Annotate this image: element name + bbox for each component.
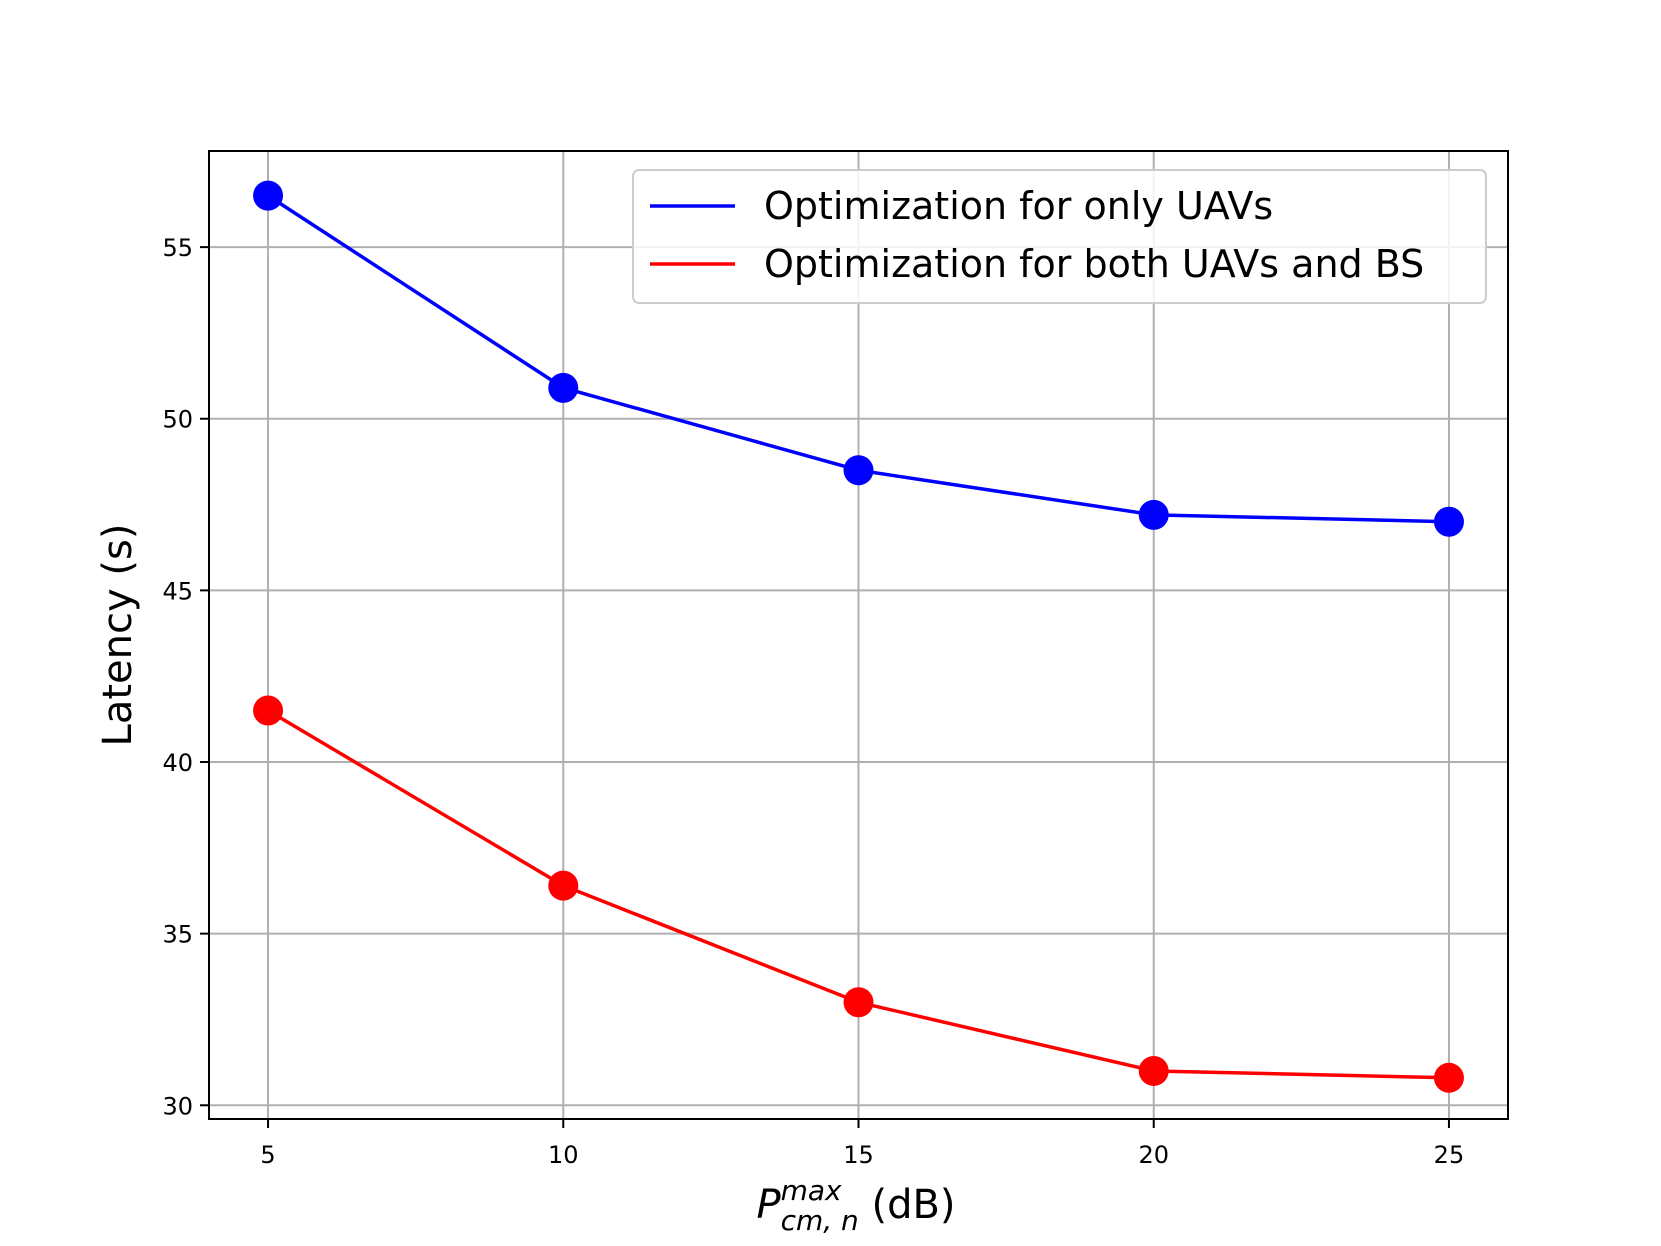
- x-tick-label: 10: [548, 1141, 579, 1169]
- x-tick-label: 5: [260, 1141, 275, 1169]
- x-axis-label-subscript: cm, n: [781, 1204, 859, 1237]
- legend-box: [632, 169, 1487, 304]
- y-tick-label: 35: [162, 921, 193, 949]
- y-tick-label: 50: [162, 406, 193, 434]
- series-1: [253, 180, 1464, 537]
- data-point: [1433, 506, 1464, 537]
- data-point: [1138, 1055, 1169, 1086]
- x-axis-label: Pmax cm, n (dB): [756, 1174, 955, 1237]
- data-point: [253, 695, 284, 726]
- x-tick-label: 25: [1434, 1141, 1465, 1169]
- series-2: [253, 695, 1464, 1093]
- data-point: [548, 372, 579, 403]
- x-tick-label: 20: [1138, 1141, 1169, 1169]
- legend-label: Optimization for only UAVs: [764, 184, 1273, 228]
- y-tick-label: 45: [162, 577, 193, 605]
- data-point: [253, 180, 284, 211]
- x-axis-label-superscript: max: [781, 1174, 842, 1207]
- x-axis-label-unit: (dB): [859, 1182, 956, 1228]
- data-point: [1138, 499, 1169, 530]
- data-point: [548, 870, 579, 901]
- y-axis-label: Latency (s): [95, 524, 141, 747]
- x-axis-label-main: P: [756, 1182, 781, 1228]
- data-point: [843, 455, 874, 486]
- x-axis-ticks: 5 10 15 20 25: [260, 1119, 1464, 1169]
- data-point: [1433, 1062, 1464, 1093]
- y-tick-label: 40: [162, 749, 193, 777]
- series-layer: [253, 180, 1464, 1093]
- data-point: [843, 987, 874, 1018]
- x-tick-label: 15: [843, 1141, 874, 1169]
- y-tick-label: 30: [162, 1092, 193, 1120]
- y-tick-label: 55: [162, 234, 193, 262]
- legend-label: Optimization for both UAVs and BS: [764, 242, 1424, 286]
- y-axis-ticks: 30 35 40 45 50 55: [162, 234, 209, 1120]
- legend: Optimization for only UAVs Optimization f…: [632, 169, 1487, 304]
